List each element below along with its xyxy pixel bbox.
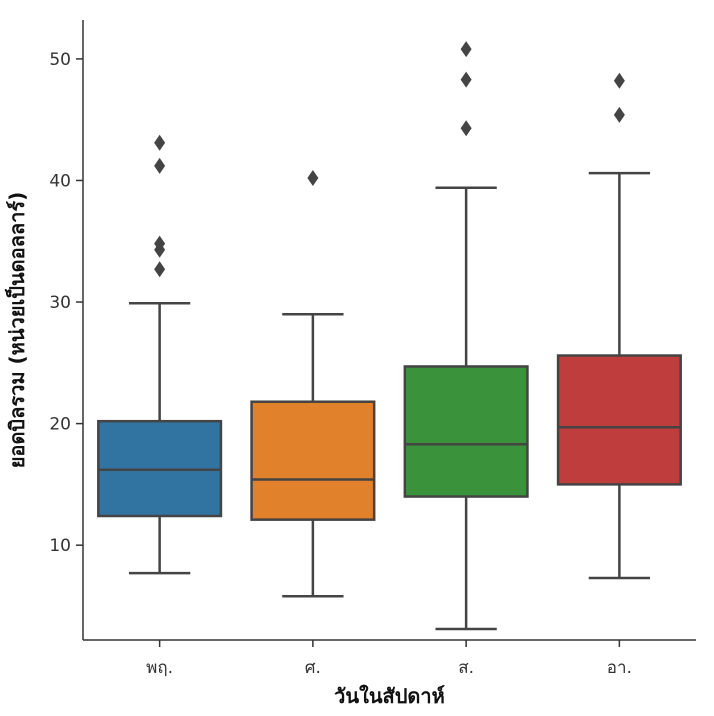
outlier-point bbox=[154, 157, 166, 174]
outlier-point bbox=[154, 134, 166, 151]
outlier-point bbox=[460, 120, 472, 137]
x-tick-label: พฤ. bbox=[146, 658, 173, 678]
x-axis-ticks: พฤ. ศ. ส. อา. bbox=[146, 640, 632, 678]
outlier-point bbox=[613, 106, 625, 123]
y-axis-title: ยอดบิลรวม (หน่วยเป็นดอลลาร์) bbox=[4, 192, 29, 469]
box-group-1 bbox=[97, 134, 223, 575]
box-group-3 bbox=[403, 41, 529, 631]
y-tick-label: 30 bbox=[49, 293, 71, 313]
box-group-2 bbox=[250, 170, 376, 598]
y-tick-label: 10 bbox=[49, 536, 71, 556]
outlier-point bbox=[460, 71, 472, 88]
outlier-point bbox=[613, 72, 625, 89]
x-tick-label: ศ. bbox=[305, 658, 321, 678]
y-tick-label: 50 bbox=[49, 50, 71, 70]
outlier-point bbox=[460, 41, 472, 58]
box-iqr bbox=[403, 365, 529, 498]
outlier-point bbox=[307, 170, 319, 187]
y-axis-ticks: 10 20 30 40 50 bbox=[49, 50, 83, 556]
box-iqr bbox=[250, 400, 376, 521]
x-tick-label: ส. bbox=[458, 658, 474, 678]
y-tick-label: 40 bbox=[49, 171, 71, 191]
x-axis-title: วันในสัปดาห์ bbox=[334, 684, 445, 708]
plot-area bbox=[97, 41, 682, 631]
outlier-point bbox=[154, 235, 166, 252]
box-group-4 bbox=[556, 72, 682, 580]
box-iqr bbox=[556, 354, 682, 486]
outlier-point bbox=[154, 261, 166, 278]
y-tick-label: 20 bbox=[49, 415, 71, 435]
x-tick-label: อา. bbox=[607, 658, 632, 678]
